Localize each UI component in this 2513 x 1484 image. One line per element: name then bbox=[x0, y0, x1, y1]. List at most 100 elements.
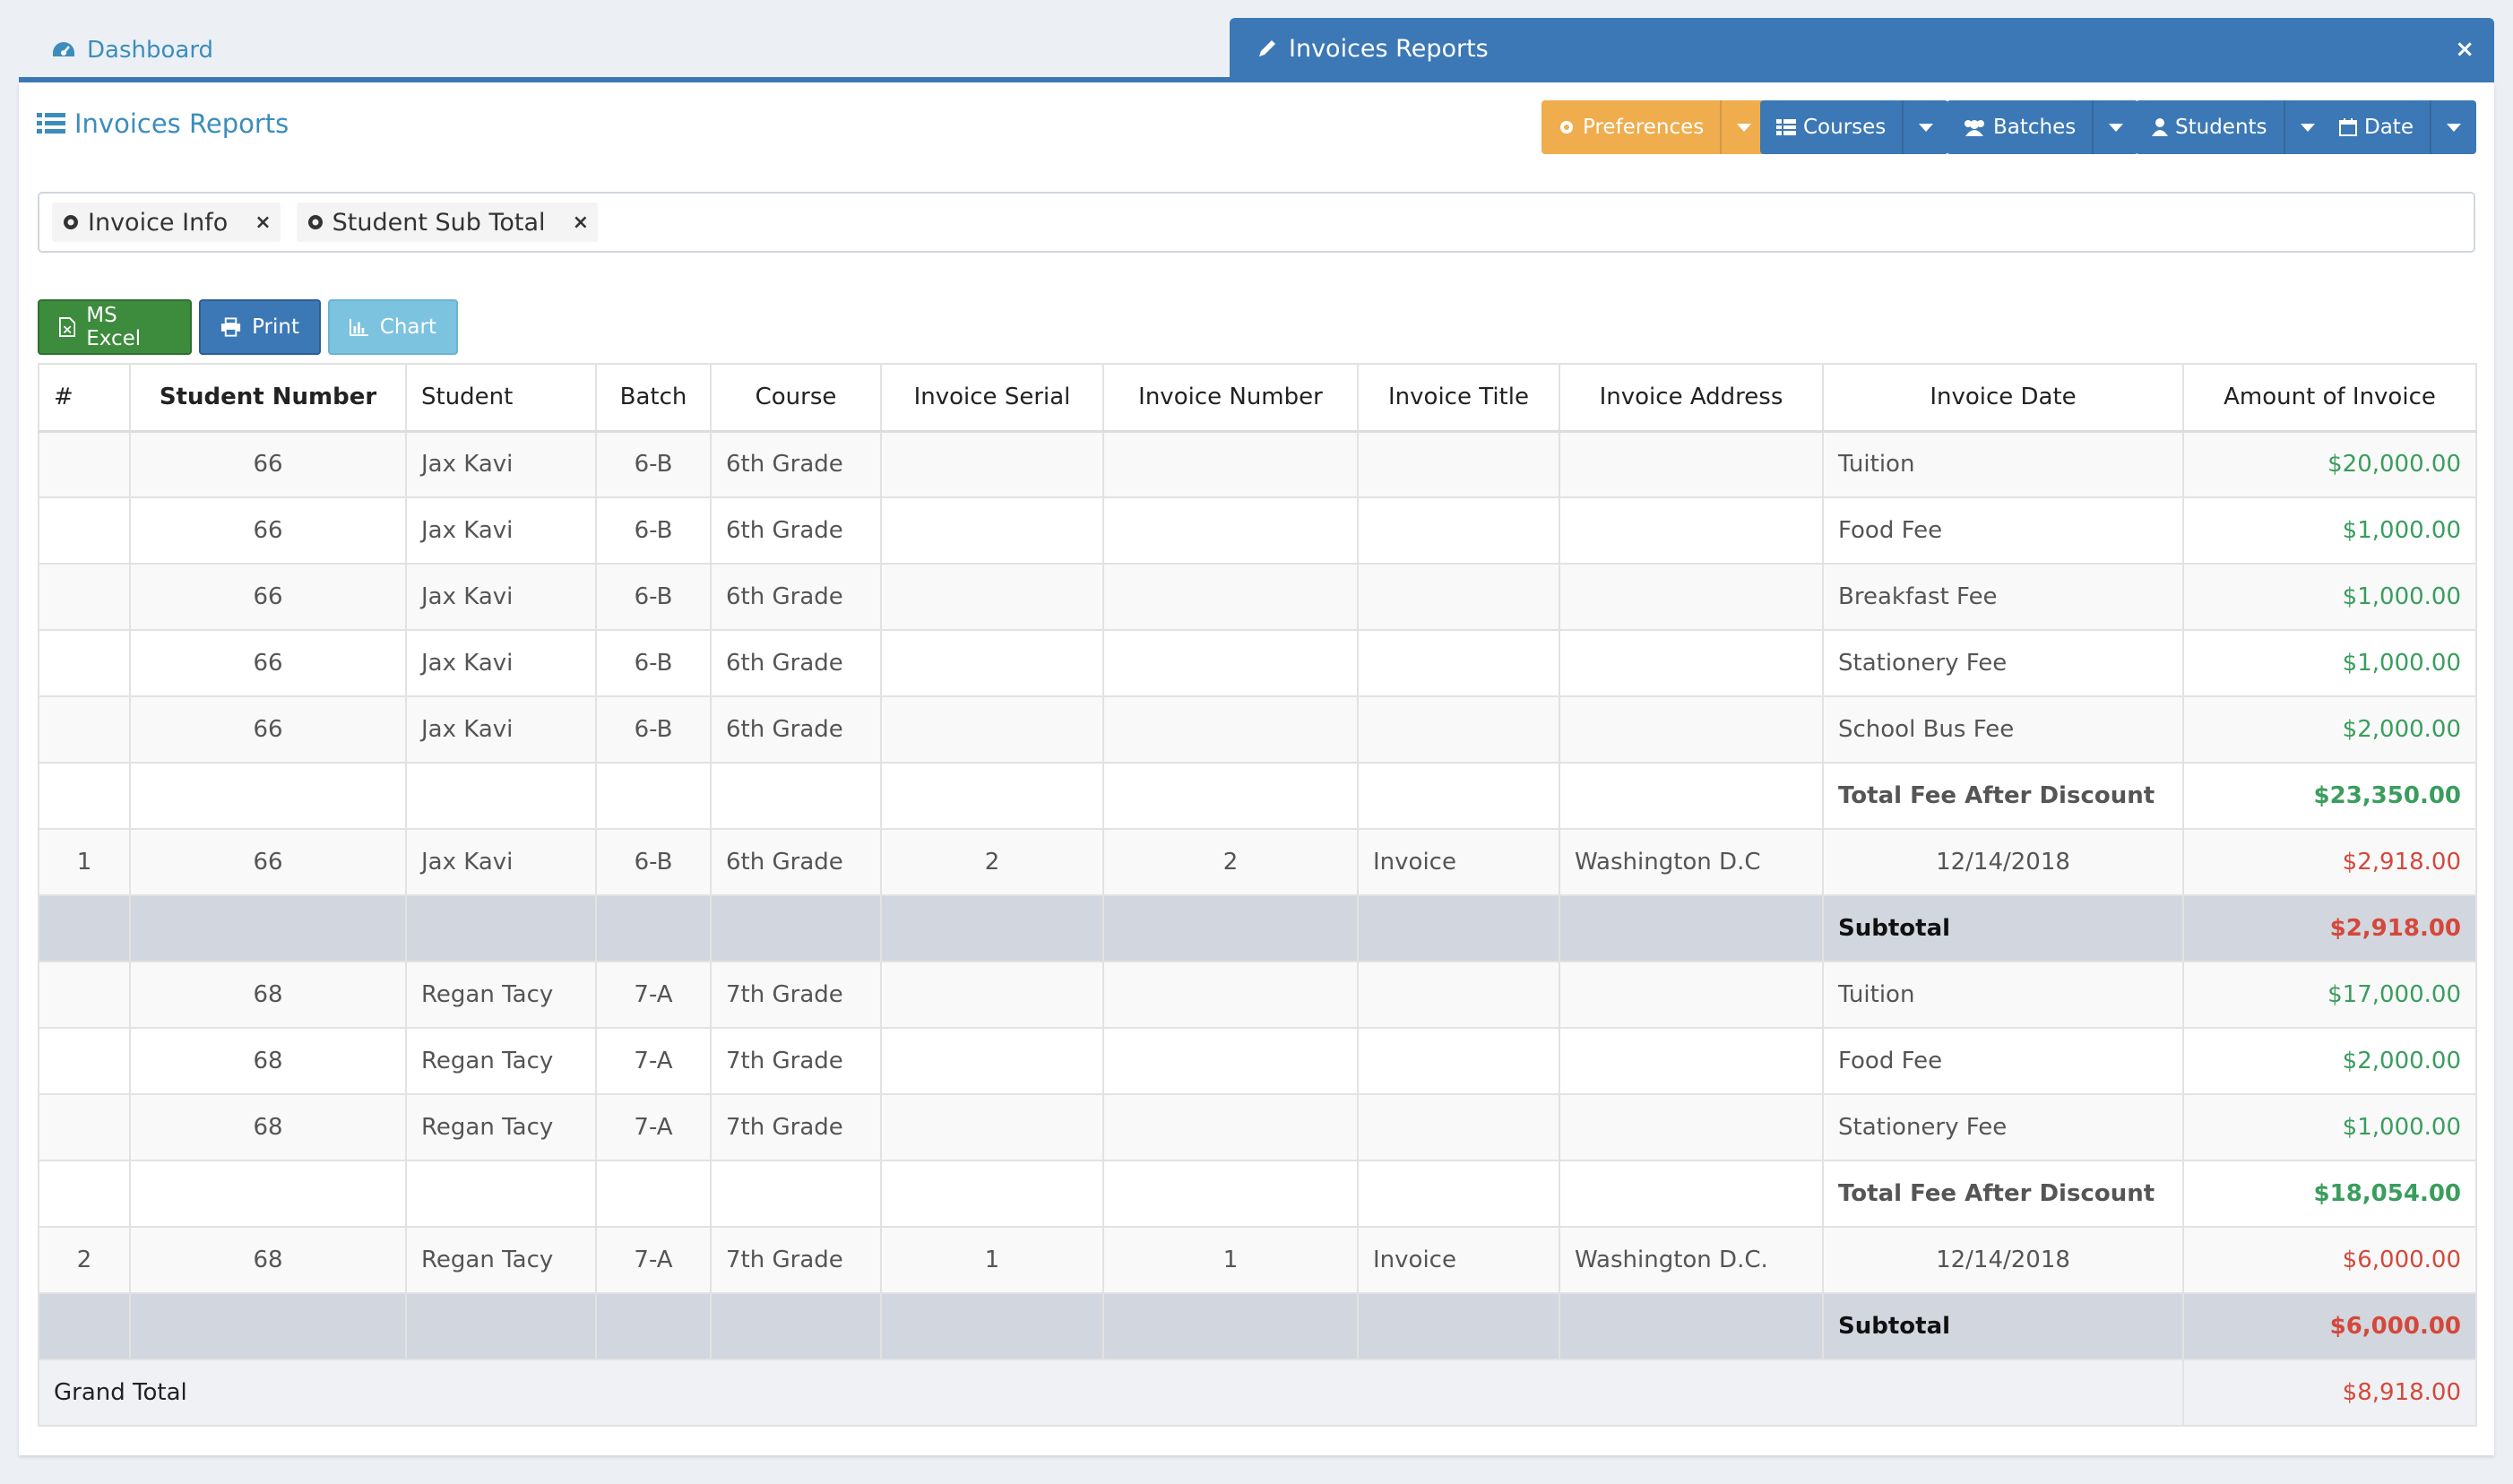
users-icon bbox=[1965, 120, 1984, 136]
cell-student-number: 68 bbox=[129, 1027, 407, 1095]
tab-dashboard[interactable]: Dashboard bbox=[51, 32, 213, 68]
cell-invoice-title bbox=[1357, 1292, 1560, 1360]
cell-invoice-title bbox=[1357, 629, 1560, 697]
preferences-button[interactable]: Preferences bbox=[1541, 100, 1721, 154]
courses-dropdown[interactable]: Courses bbox=[1760, 100, 1949, 154]
table-row: 1 66 Jax Kavi 6-B 6th Grade 2 2 Invoice Washingt… bbox=[38, 828, 2477, 896]
cell-batch: 6-B bbox=[595, 496, 712, 565]
col-header-invoice-title[interactable]: Invoice Title bbox=[1357, 363, 1560, 433]
cell-course bbox=[710, 1160, 882, 1228]
col-header-invoice-number[interactable]: Invoice Number bbox=[1102, 363, 1359, 433]
cell-invoice-number bbox=[1102, 496, 1359, 565]
cell-invoice-date: Stationery Fee bbox=[1822, 629, 2184, 697]
list-icon bbox=[37, 113, 65, 134]
cell-course bbox=[710, 894, 882, 962]
ms-excel-button[interactable]: MS Excel bbox=[38, 299, 192, 355]
cell-invoice-address bbox=[1559, 961, 1824, 1029]
cell-batch: 7-A bbox=[595, 1093, 712, 1161]
cell-invoice-address bbox=[1559, 1027, 1824, 1095]
students-dropdown[interactable]: Students bbox=[2136, 100, 2330, 154]
bar-chart-icon bbox=[350, 318, 368, 336]
page-title-text: Invoices Reports bbox=[74, 108, 289, 139]
invoices-table: # Student Number Student Batch Course In… bbox=[38, 363, 2477, 1427]
cell-invoice-address bbox=[1559, 430, 1824, 498]
cell-amount: $6,000.00 bbox=[2182, 1226, 2477, 1294]
tag-invoice-info: Invoice Info × bbox=[52, 203, 281, 242]
table-row: 2 68 Regan Tacy 7-A 7th Grade 1 1 Invoice Washin… bbox=[38, 1226, 2477, 1294]
chart-button[interactable]: Chart bbox=[328, 299, 458, 355]
cell-amount: $1,000.00 bbox=[2182, 629, 2477, 697]
caret-down-icon bbox=[2446, 123, 2461, 132]
courses-caret[interactable] bbox=[1902, 100, 1949, 154]
batches-button[interactable]: Batches bbox=[1947, 100, 2093, 154]
remove-tag-button[interactable]: × bbox=[255, 211, 272, 234]
gear-icon bbox=[64, 215, 78, 229]
cell-invoice-date: Food Fee bbox=[1822, 1027, 2184, 1095]
cell-student bbox=[405, 762, 597, 830]
cell-invoice-address bbox=[1559, 1093, 1824, 1161]
column-groups-input[interactable]: Invoice Info × Student Sub Total × bbox=[38, 192, 2475, 253]
cell-course: 6th Grade bbox=[710, 828, 882, 896]
cell-invoice-title bbox=[1357, 496, 1560, 565]
col-header-student-number[interactable]: Student Number bbox=[129, 363, 407, 433]
preferences-dropdown[interactable]: Preferences bbox=[1541, 100, 1767, 154]
cell-invoice-title: Invoice bbox=[1357, 828, 1560, 896]
cell-student-number bbox=[129, 762, 407, 830]
remove-tag-button[interactable]: × bbox=[572, 211, 589, 234]
print-button[interactable]: Print bbox=[199, 299, 321, 355]
cell-student: Jax Kavi bbox=[405, 828, 597, 896]
table-row: 66 Jax Kavi 6-B 6th Grade Breakfast Fee $1,00… bbox=[38, 563, 2477, 631]
date-dropdown[interactable]: Date bbox=[2323, 100, 2476, 154]
cell-invoice-title bbox=[1357, 563, 1560, 631]
cell-invoice-title: Invoice bbox=[1357, 1226, 1560, 1294]
grand-total-row: Grand Total $8,918.00 bbox=[38, 1359, 2477, 1427]
col-header-number[interactable]: # bbox=[38, 363, 131, 433]
cell-invoice-number: 2 bbox=[1102, 828, 1359, 896]
batches-dropdown[interactable]: Batches bbox=[1947, 100, 2139, 154]
cell-invoice-number bbox=[1102, 430, 1359, 498]
cell-invoice-number bbox=[1102, 961, 1359, 1029]
cell-amount: $2,000.00 bbox=[2182, 695, 2477, 764]
cell-student-number: 68 bbox=[129, 961, 407, 1029]
close-tab-button[interactable]: × bbox=[2455, 36, 2474, 63]
courses-button[interactable]: Courses bbox=[1760, 100, 1903, 154]
subtotal-row: Subtotal $2,918.00 bbox=[38, 894, 2477, 962]
cell-row-number bbox=[38, 629, 131, 697]
tab-invoices-reports-label: Invoices Reports bbox=[1289, 34, 1489, 63]
cell-invoice-title bbox=[1357, 961, 1560, 1029]
batches-caret[interactable] bbox=[2092, 100, 2139, 154]
students-caret[interactable] bbox=[2283, 100, 2330, 154]
cell-batch bbox=[595, 762, 712, 830]
cell-invoice-date: Subtotal bbox=[1822, 894, 2184, 962]
cell-student: Regan Tacy bbox=[405, 1226, 597, 1294]
cell-course bbox=[710, 1292, 882, 1360]
preferences-caret[interactable] bbox=[1720, 100, 1767, 154]
cell-student bbox=[405, 1160, 597, 1228]
date-button[interactable]: Date bbox=[2323, 100, 2430, 154]
table-header-row: # Student Number Student Batch Course In… bbox=[38, 363, 2477, 433]
col-header-amount[interactable]: Amount of Invoice bbox=[2182, 363, 2477, 433]
cell-invoice-title bbox=[1357, 762, 1560, 830]
cell-amount: $2,918.00 bbox=[2182, 894, 2477, 962]
cell-invoice-serial: 2 bbox=[880, 828, 1104, 896]
col-header-student[interactable]: Student bbox=[405, 363, 597, 433]
col-header-invoice-address[interactable]: Invoice Address bbox=[1559, 363, 1824, 433]
cell-row-number bbox=[38, 1027, 131, 1095]
cell-invoice-address: Washington D.C bbox=[1559, 828, 1824, 896]
cell-row-number: 1 bbox=[38, 828, 131, 896]
students-button[interactable]: Students bbox=[2136, 100, 2284, 154]
col-header-batch[interactable]: Batch bbox=[595, 363, 712, 433]
cell-invoice-address bbox=[1559, 695, 1824, 764]
col-header-course[interactable]: Course bbox=[710, 363, 882, 433]
cell-invoice-serial bbox=[880, 695, 1104, 764]
cell-invoice-number: 1 bbox=[1102, 1226, 1359, 1294]
col-header-invoice-date[interactable]: Invoice Date bbox=[1822, 363, 2184, 433]
table-row: 66 Jax Kavi 6-B 6th Grade Stationery Fee $1,0… bbox=[38, 629, 2477, 697]
date-caret[interactable] bbox=[2429, 100, 2476, 154]
tab-invoices-reports[interactable]: Invoices Reports × bbox=[1230, 18, 2494, 79]
col-header-invoice-serial[interactable]: Invoice Serial bbox=[880, 363, 1104, 433]
user-icon bbox=[2152, 118, 2168, 136]
cell-amount: $1,000.00 bbox=[2182, 496, 2477, 565]
cell-invoice-date: Subtotal bbox=[1822, 1292, 2184, 1360]
cell-row-number bbox=[38, 695, 131, 764]
